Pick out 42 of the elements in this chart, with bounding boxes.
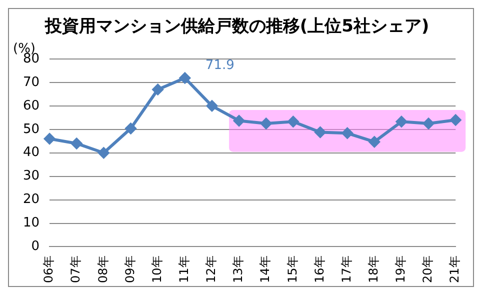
x-tick-label: 19年 bbox=[394, 256, 408, 284]
point bbox=[342, 128, 353, 139]
x-tick-label: 14年 bbox=[258, 256, 272, 284]
x-tick-label: 20年 bbox=[420, 256, 435, 284]
point bbox=[288, 116, 299, 128]
point bbox=[71, 138, 82, 149]
x-tick-label: 12年 bbox=[204, 256, 218, 284]
point bbox=[98, 147, 110, 158]
annotation: 71.9 bbox=[205, 58, 234, 73]
x-tick-label: 21年 bbox=[448, 256, 462, 284]
y-tick-label: 40 bbox=[22, 145, 40, 160]
x-tick-label: 15年 bbox=[285, 256, 300, 284]
point bbox=[125, 122, 136, 134]
x-tick-label: 10年 bbox=[150, 256, 164, 284]
y-tick-label: 60 bbox=[22, 98, 40, 114]
x-tick-label: 13年 bbox=[231, 256, 246, 284]
point bbox=[450, 114, 462, 126]
point bbox=[234, 115, 245, 126]
point bbox=[260, 118, 272, 130]
point bbox=[44, 133, 56, 144]
y-tick-label: 10 bbox=[22, 216, 40, 231]
point bbox=[152, 84, 164, 96]
x-tick-label: 18年 bbox=[366, 256, 381, 284]
x-tick-label: 06年 bbox=[42, 256, 56, 284]
point bbox=[314, 126, 326, 138]
x-tick-label: 09年 bbox=[122, 256, 137, 284]
y-tick-label: 0 bbox=[31, 239, 40, 254]
chart-title: 投資用マンション供給戸数の推移(上位5社シェア) bbox=[44, 16, 430, 37]
x-tick-label: 08年 bbox=[96, 256, 110, 284]
y-tick-label: 70 bbox=[22, 74, 40, 90]
y-tick-label: 30 bbox=[22, 168, 40, 184]
y-tick-label: 20 bbox=[22, 192, 40, 208]
point bbox=[179, 72, 190, 84]
point bbox=[206, 100, 218, 112]
point bbox=[368, 136, 380, 148]
point bbox=[396, 116, 407, 128]
x-tick-label: 17年 bbox=[339, 256, 354, 284]
point bbox=[423, 118, 434, 130]
x-tick-label: 11年 bbox=[177, 256, 192, 284]
x-tick-label: 07年 bbox=[68, 256, 83, 284]
x-tick-label: 16年 bbox=[312, 256, 326, 284]
y-tick-label: 50 bbox=[22, 122, 40, 137]
